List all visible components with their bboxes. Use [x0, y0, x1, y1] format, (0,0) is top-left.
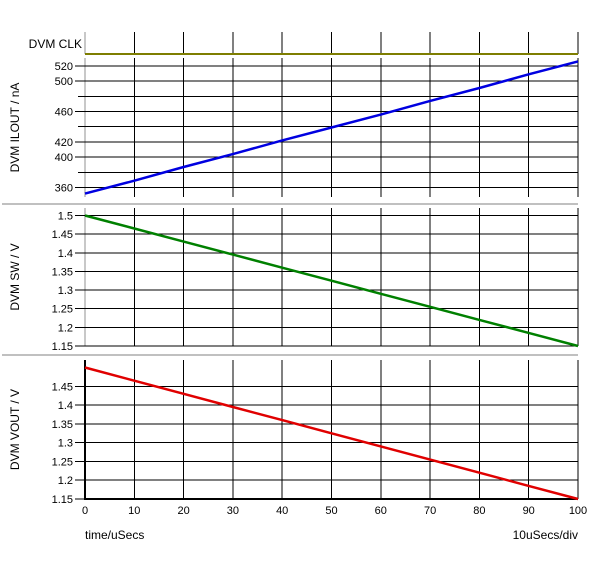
x-tick-label: 0: [82, 505, 88, 517]
y-tick-label: 1.4: [58, 400, 73, 412]
vout-plot-pane[interactable]: 1.15 1.2 1.25 1.3 1.35 1.4 1.45 0 10 20 30 40 50 60 70…: [0, 357, 600, 519]
x-axis-unit-label: time/uSecs: [85, 528, 145, 542]
y-tick-label: 1.15: [52, 341, 73, 352]
x-tick-label: 60: [375, 505, 387, 517]
y-tick-label: 520: [55, 61, 73, 73]
pane-separator: [2, 203, 578, 205]
y-tick-label: 1.35: [52, 266, 73, 278]
y-tick-label: 1.45: [52, 381, 73, 393]
pane-title: DVM CLK: [29, 37, 82, 51]
y-tick-label: 1.3: [58, 285, 73, 297]
y-tick-label: 1.4: [58, 248, 73, 260]
clk-plot-pane[interactable]: DVM CLK: [0, 28, 600, 56]
x-axis-scale-label: 10uSecs/div: [512, 528, 578, 542]
x-tick-label: 30: [227, 505, 239, 517]
x-tick-label: 100: [569, 505, 587, 517]
y-tick-label: 1.3: [58, 438, 73, 450]
y-tick-label: 1.5: [58, 210, 73, 222]
pane-separator: [2, 354, 578, 356]
x-tick-label: 90: [523, 505, 535, 517]
y-tick-label: 400: [55, 152, 73, 164]
y-tick-label: 1.2: [58, 322, 73, 334]
x-tick-label: 50: [325, 505, 337, 517]
y-axis-title: DVM SW / V: [8, 243, 22, 310]
x-tick-label: 80: [473, 505, 485, 517]
sw-plot-pane[interactable]: 1.15 1.2 1.25 1.3 1.35 1.4 1.45 1.5 DVM SW / V: [0, 205, 600, 352]
ilout-plot-pane[interactable]: 360 400 420 460 500 520 DVM ILOUT / nA: [0, 57, 600, 204]
y-tick-label: 420: [55, 137, 73, 149]
y-tick-label: 1.35: [52, 419, 73, 431]
y-tick-label: 1.15: [52, 494, 73, 506]
y-axis-title: DVM VOUT / V: [8, 389, 22, 470]
trace-dvm-vout-v[interactable]: [84, 366, 579, 501]
y-tick-label: 460: [55, 107, 73, 119]
trace-dvm-sw-v[interactable]: [84, 214, 579, 348]
y-tick-label: 1.45: [52, 229, 73, 241]
y-tick-label: 1.25: [52, 304, 73, 316]
y-tick-label: 360: [55, 183, 73, 195]
y-axis-title: DVM ILOUT / nA: [8, 83, 22, 173]
x-tick-label: 10: [128, 505, 140, 517]
y-tick-label: 1.25: [52, 456, 73, 468]
x-tick-label: 20: [177, 505, 189, 517]
x-tick-label: 70: [424, 505, 436, 517]
trace-dvm-ilout-na[interactable]: [84, 60, 579, 195]
y-tick-label: 1.2: [58, 475, 73, 487]
x-tick-label: 40: [276, 505, 288, 517]
y-tick-label: 500: [55, 76, 73, 88]
